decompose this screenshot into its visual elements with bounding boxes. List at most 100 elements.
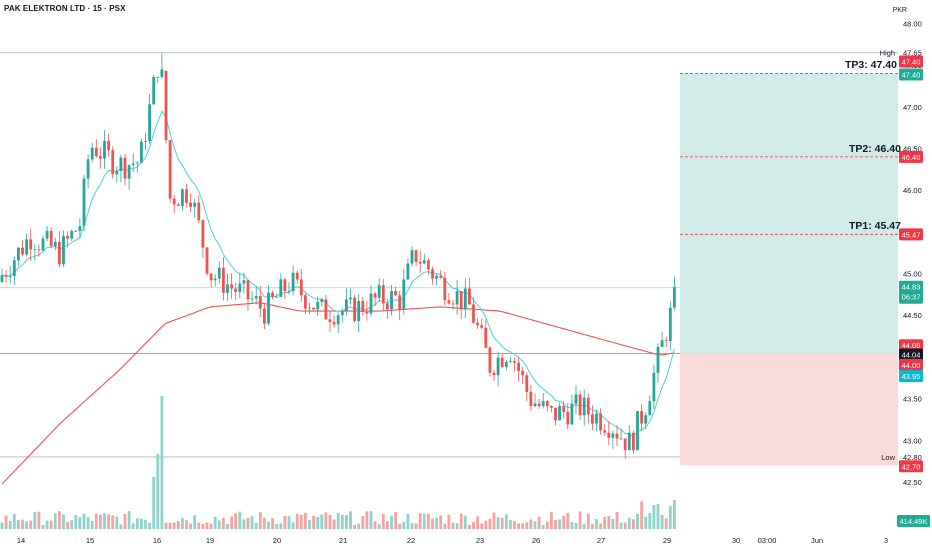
candle-body[interactable] (336, 315, 340, 325)
candle-body[interactable] (435, 276, 438, 279)
candle-body[interactable] (554, 407, 557, 421)
candle-body[interactable] (492, 372, 496, 376)
candle-body[interactable] (418, 261, 422, 264)
candle-body[interactable] (33, 249, 37, 251)
candle-body[interactable] (656, 346, 660, 373)
candle-body[interactable] (176, 204, 180, 207)
candle-body[interactable] (611, 433, 615, 438)
candle-body[interactable] (558, 406, 561, 421)
candle-body[interactable] (226, 284, 229, 293)
candle-body[interactable] (660, 340, 664, 347)
candle-body[interactable] (82, 178, 86, 227)
candle-body[interactable] (619, 438, 623, 440)
candle-body[interactable] (312, 307, 315, 310)
candle-body[interactable] (205, 247, 209, 274)
candle-body[interactable] (283, 279, 287, 292)
candle-body[interactable] (488, 347, 492, 373)
candle-body[interactable] (58, 241, 61, 265)
candle-body[interactable] (521, 371, 525, 376)
candle-body[interactable] (394, 291, 397, 296)
candle-body[interactable] (172, 198, 176, 205)
candle-body[interactable] (357, 301, 361, 322)
candle-body[interactable] (607, 432, 611, 438)
candle-body[interactable] (230, 284, 233, 289)
candle-body[interactable] (517, 362, 520, 372)
candle-body[interactable] (398, 295, 402, 310)
candle-body[interactable] (17, 247, 20, 261)
candle-body[interactable] (107, 141, 110, 151)
candle-body[interactable] (390, 291, 393, 310)
candle-body[interactable] (119, 157, 123, 172)
candle-body[interactable] (623, 438, 627, 451)
candle-body[interactable] (636, 411, 639, 451)
candle-body[interactable] (410, 250, 414, 264)
candle-body[interactable] (238, 283, 242, 292)
candle-body[interactable] (254, 296, 258, 299)
candle-body[interactable] (427, 260, 430, 270)
candle-body[interactable] (94, 147, 98, 157)
candle-body[interactable] (209, 273, 213, 281)
candle-body[interactable] (328, 319, 332, 322)
candle-body[interactable] (349, 297, 352, 300)
candle-body[interactable] (509, 361, 512, 362)
candle-body[interactable] (324, 299, 328, 320)
candle-body[interactable] (0, 275, 4, 282)
candle-body[interactable] (135, 162, 139, 164)
candle-body[interactable] (381, 285, 385, 304)
candle-body[interactable] (632, 432, 635, 451)
candle-body[interactable] (386, 303, 389, 310)
candle-body[interactable] (78, 226, 82, 232)
candle-body[interactable] (12, 260, 16, 277)
candle-body[interactable] (217, 267, 221, 279)
candle-body[interactable] (291, 272, 295, 292)
candle-body[interactable] (668, 307, 672, 342)
candle-body[interactable] (279, 279, 283, 297)
candle-body[interactable] (258, 296, 262, 309)
candle-body[interactable] (459, 291, 463, 310)
candle-body[interactable] (439, 276, 443, 278)
candle-body[interactable] (99, 156, 102, 159)
candle-body[interactable] (234, 288, 238, 292)
candle-body[interactable] (37, 249, 41, 251)
candle-body[interactable] (222, 267, 225, 293)
candle-body[interactable] (455, 291, 459, 305)
candle-body[interactable] (468, 288, 471, 305)
candle-body[interactable] (545, 401, 549, 407)
candle-body[interactable] (406, 263, 410, 280)
candle-body[interactable] (127, 165, 131, 179)
candle-body[interactable] (513, 361, 516, 363)
candle-body[interactable] (115, 171, 119, 175)
candle-body[interactable] (287, 291, 291, 292)
candle-body[interactable] (627, 432, 631, 451)
candle-body[interactable] (402, 279, 406, 310)
candle-body[interactable] (533, 403, 537, 407)
candle-body[interactable] (496, 357, 500, 376)
candle-body[interactable] (295, 272, 299, 280)
candle-body[interactable] (463, 288, 467, 310)
candle-body[interactable] (447, 300, 451, 304)
candle-body[interactable] (242, 280, 246, 284)
candle-body[interactable] (90, 147, 94, 160)
candle-body[interactable] (213, 278, 217, 281)
candle-body[interactable] (201, 220, 205, 248)
candle-body[interactable] (70, 231, 74, 239)
candle-body[interactable] (595, 413, 598, 424)
candle-body[interactable] (443, 277, 447, 301)
candle-body[interactable] (578, 394, 582, 416)
candle-body[interactable] (586, 397, 590, 415)
candle-body[interactable] (41, 238, 45, 251)
candle-body[interactable] (451, 303, 455, 305)
candle-body[interactable] (74, 231, 78, 232)
candle-body[interactable] (599, 413, 602, 431)
candle-body[interactable] (144, 141, 147, 142)
candle-body[interactable] (550, 406, 553, 408)
candle-body[interactable] (263, 308, 266, 324)
candle-body[interactable] (246, 280, 250, 300)
candle-body[interactable] (267, 292, 270, 324)
candle-body[interactable] (373, 293, 377, 298)
candle-body[interactable] (21, 247, 24, 255)
candle-body[interactable] (304, 295, 307, 309)
candle-body[interactable] (582, 397, 586, 416)
